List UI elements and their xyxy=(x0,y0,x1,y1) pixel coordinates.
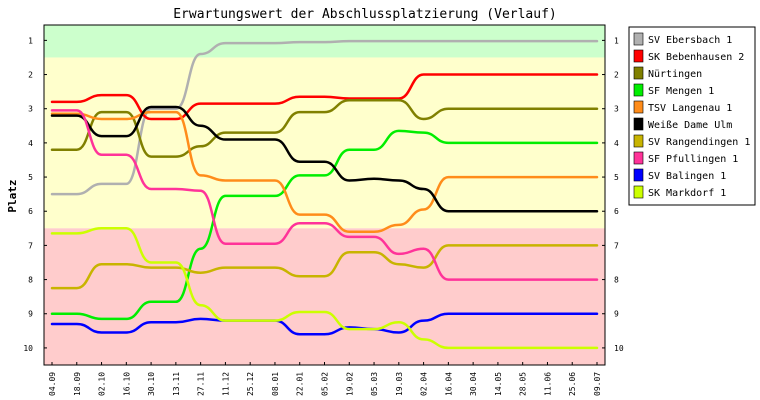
legend-swatch-4 xyxy=(633,83,644,97)
series-line-7 xyxy=(50,244,599,290)
x-tick-label: 02.10 xyxy=(98,372,107,396)
y-tick-label-right: 7 xyxy=(614,241,619,250)
series-line-9 xyxy=(50,312,599,336)
x-tick-label: 16.04 xyxy=(444,372,453,396)
x-tick-label: 09.07 xyxy=(593,372,602,396)
x-tick-label: 18.09 xyxy=(73,372,82,396)
y-tick-label-right: 6 xyxy=(614,207,619,216)
x-tick-label: 19.02 xyxy=(345,372,354,396)
x-tick-label: 04.09 xyxy=(48,372,57,396)
band-3 xyxy=(44,228,605,365)
legend-label-7: SV Rangendingen 1 xyxy=(648,137,750,148)
legend-swatch-10 xyxy=(633,185,644,199)
tick-layer: 1 1 2 2 3 3 4 4 5 5 6 6 7 7 8 8 9 9 10 10 04.09 18.09 02.10 16.… xyxy=(23,36,623,396)
y-tick-label-right: 2 xyxy=(614,71,619,80)
x-tick-label: 22.01 xyxy=(296,372,305,396)
legend-swatch-8 xyxy=(633,151,644,165)
series-line-6 xyxy=(50,105,599,213)
legend-swatch-2 xyxy=(633,49,644,63)
x-tick-label: 05.03 xyxy=(370,372,379,396)
legend-label-5: TSV Langenau 1 xyxy=(648,103,732,114)
y-tick-label: 10 xyxy=(23,344,33,353)
y-tick-label-right: 10 xyxy=(614,344,624,353)
y-tick-label: 2 xyxy=(28,71,33,80)
y-tick-label: 7 xyxy=(28,241,33,250)
x-tick-label: 11.12 xyxy=(221,372,230,396)
y-tick-label-right: 3 xyxy=(614,105,619,114)
y-axis-label: Platz xyxy=(6,179,19,212)
y-tick-label-right: 9 xyxy=(614,310,619,319)
series-line-10 xyxy=(50,227,599,350)
x-tick-label: 25.12 xyxy=(246,372,255,396)
legend-label-9: SV Balingen 1 xyxy=(648,171,726,182)
series-line-3 xyxy=(50,98,599,158)
legend-label-1: SV Ebersbach 1 xyxy=(648,35,732,46)
legend-label-6: Weiße Dame Ulm xyxy=(648,120,732,131)
y-tick-label: 8 xyxy=(28,276,33,285)
legend-label-2: SK Bebenhausen 2 xyxy=(648,52,744,63)
legend-label-3: Nürtingen xyxy=(648,69,702,80)
x-tick-label: 13.11 xyxy=(172,372,181,396)
x-tick-label: 11.06 xyxy=(543,372,552,396)
legend-swatch-1 xyxy=(633,32,644,46)
legend-label-4: SF Mengen 1 xyxy=(648,86,714,97)
y-tick-label-right: 8 xyxy=(614,276,619,285)
y-tick-label-right: 1 xyxy=(614,36,619,45)
legend: SV Ebersbach 1 SK Bebenhausen 2 Nürtingen S… xyxy=(628,26,756,206)
legend-swatch-9 xyxy=(633,168,644,182)
series-line-1 xyxy=(50,39,599,196)
x-tick-label: 02.04 xyxy=(420,372,429,396)
x-tick-label: 05.02 xyxy=(321,372,330,396)
y-tick-label: 9 xyxy=(28,310,33,319)
y-tick-label: 3 xyxy=(28,105,33,114)
y-tick-label: 4 xyxy=(28,139,33,148)
x-tick-label: 30.04 xyxy=(469,372,478,396)
x-tick-label: 30.10 xyxy=(147,372,156,396)
legend-label-8: SF Pfullingen 1 xyxy=(648,154,738,165)
legend-swatch-6 xyxy=(633,117,644,131)
chart-title: Erwartungswert der Abschlussplatzierung … xyxy=(173,7,557,22)
legend-frame xyxy=(628,26,756,206)
y-tick-label-right: 5 xyxy=(614,173,619,182)
x-tick-label: 27.11 xyxy=(197,372,206,396)
y-tick-label: 5 xyxy=(28,173,33,182)
x-tick-label: 25.06 xyxy=(568,372,577,396)
x-tick-label: 28.05 xyxy=(519,372,528,396)
legend-swatch-3 xyxy=(633,66,644,80)
y-tick-label-right: 4 xyxy=(614,139,619,148)
series-line-4 xyxy=(50,129,599,321)
legend-swatch-5 xyxy=(633,100,644,114)
y-tick-label: 6 xyxy=(28,207,33,216)
series-layer xyxy=(50,39,599,350)
x-tick-label: 14.05 xyxy=(494,372,503,396)
x-tick-label: 19.03 xyxy=(395,372,404,396)
x-tick-label: 16.10 xyxy=(122,372,131,396)
legend-label-10: SK Markdorf 1 xyxy=(648,188,726,199)
y-tick-label: 1 xyxy=(28,36,33,45)
series-line-8 xyxy=(50,109,599,281)
legend-swatch-7 xyxy=(633,134,644,148)
x-tick-label: 08.01 xyxy=(271,372,280,396)
